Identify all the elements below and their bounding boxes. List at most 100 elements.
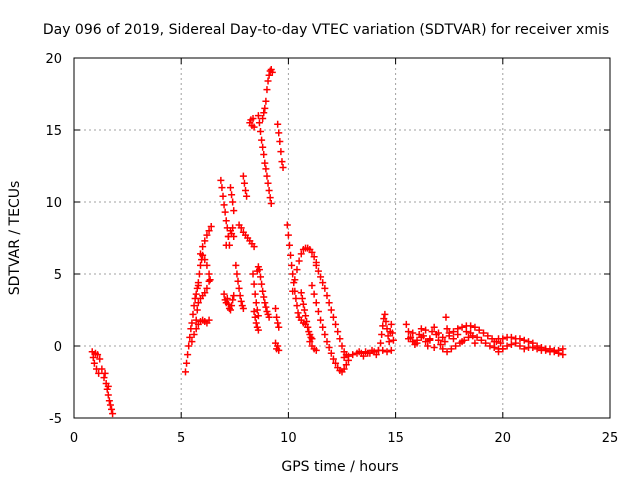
data-point	[237, 224, 245, 232]
data-point	[340, 354, 348, 362]
data-point	[249, 114, 257, 122]
data-point	[319, 323, 327, 331]
data-point	[265, 313, 273, 321]
data-point	[312, 299, 320, 307]
data-point	[201, 289, 209, 297]
data-point	[250, 123, 258, 131]
data-point	[338, 342, 346, 350]
data-point	[196, 250, 204, 258]
series-arc-11	[227, 184, 238, 215]
data-point	[190, 330, 198, 338]
series-arc-33	[402, 320, 447, 353]
data-point	[109, 410, 117, 418]
data-point	[224, 300, 232, 308]
data-point	[96, 355, 104, 363]
data-point	[253, 306, 261, 314]
data-point	[250, 280, 258, 288]
data-point	[388, 329, 396, 337]
data-point	[533, 342, 541, 350]
data-point	[383, 348, 391, 356]
series-arc-18	[254, 112, 275, 207]
data-point	[250, 307, 258, 315]
data-point	[239, 172, 247, 180]
axis-ticks: 0 5 10 15 20 25 -5 0 5 10 15 20	[45, 52, 618, 446]
data-point	[98, 365, 106, 373]
data-point	[471, 323, 479, 331]
data-point	[219, 192, 227, 200]
data-point	[437, 341, 445, 349]
data-point	[332, 359, 340, 367]
x-tick-label: 25	[602, 431, 619, 446]
data-point	[259, 114, 267, 122]
data-point	[181, 368, 189, 376]
data-point	[203, 261, 211, 269]
data-point	[314, 307, 322, 315]
data-point	[507, 341, 515, 349]
data-point	[462, 328, 470, 336]
data-point	[262, 303, 270, 311]
data-point	[298, 294, 306, 302]
data-point	[233, 270, 241, 278]
series-arc-29	[308, 282, 352, 376]
data-point	[292, 294, 300, 302]
data-point	[329, 355, 337, 363]
data-point	[334, 328, 342, 336]
data-point	[310, 290, 318, 298]
data-point	[272, 305, 280, 313]
data-point	[480, 329, 488, 337]
data-point	[382, 318, 390, 326]
data-point	[229, 198, 237, 206]
data-point	[285, 241, 293, 249]
data-point	[89, 354, 97, 362]
data-point	[422, 326, 430, 334]
data-point	[260, 109, 268, 117]
data-point	[385, 338, 393, 346]
data-point	[196, 261, 204, 269]
data-point	[364, 349, 372, 357]
data-point	[293, 302, 301, 310]
series-arc-16	[249, 270, 262, 320]
data-point	[222, 217, 230, 225]
data-point	[189, 310, 197, 318]
series-arc-14	[239, 172, 251, 200]
data-point	[232, 261, 240, 269]
data-point	[261, 159, 269, 167]
data-point	[257, 127, 265, 135]
data-point	[205, 316, 213, 324]
data-point	[389, 336, 397, 344]
data-point	[230, 292, 238, 300]
series-arc-10	[222, 224, 238, 249]
data-point	[307, 333, 315, 341]
data-point	[288, 261, 296, 269]
series-arc-28	[312, 261, 350, 359]
data-point	[321, 330, 329, 338]
data-point	[190, 302, 198, 310]
data-point	[471, 339, 479, 347]
data-point	[430, 343, 438, 351]
data-point	[442, 313, 450, 321]
data-point	[449, 335, 457, 343]
data-point	[302, 312, 310, 320]
data-point	[467, 329, 475, 337]
series-arc-20	[253, 263, 273, 321]
data-point	[475, 326, 483, 334]
data-point	[252, 299, 260, 307]
data-point	[413, 339, 421, 347]
series-arc-41	[533, 342, 567, 354]
data-point	[477, 336, 485, 344]
data-point	[325, 299, 333, 307]
x-tick-label: 15	[387, 431, 404, 446]
data-point	[507, 333, 515, 341]
series-arc-15	[246, 114, 258, 131]
data-point	[499, 335, 507, 343]
data-point	[495, 348, 503, 356]
data-point	[194, 299, 202, 307]
x-tick-label: 5	[177, 431, 185, 446]
data-point	[192, 325, 200, 333]
data-point	[262, 165, 270, 173]
data-point	[220, 290, 228, 298]
data-point	[105, 397, 113, 405]
data-point	[90, 359, 98, 367]
data-point	[275, 323, 283, 331]
